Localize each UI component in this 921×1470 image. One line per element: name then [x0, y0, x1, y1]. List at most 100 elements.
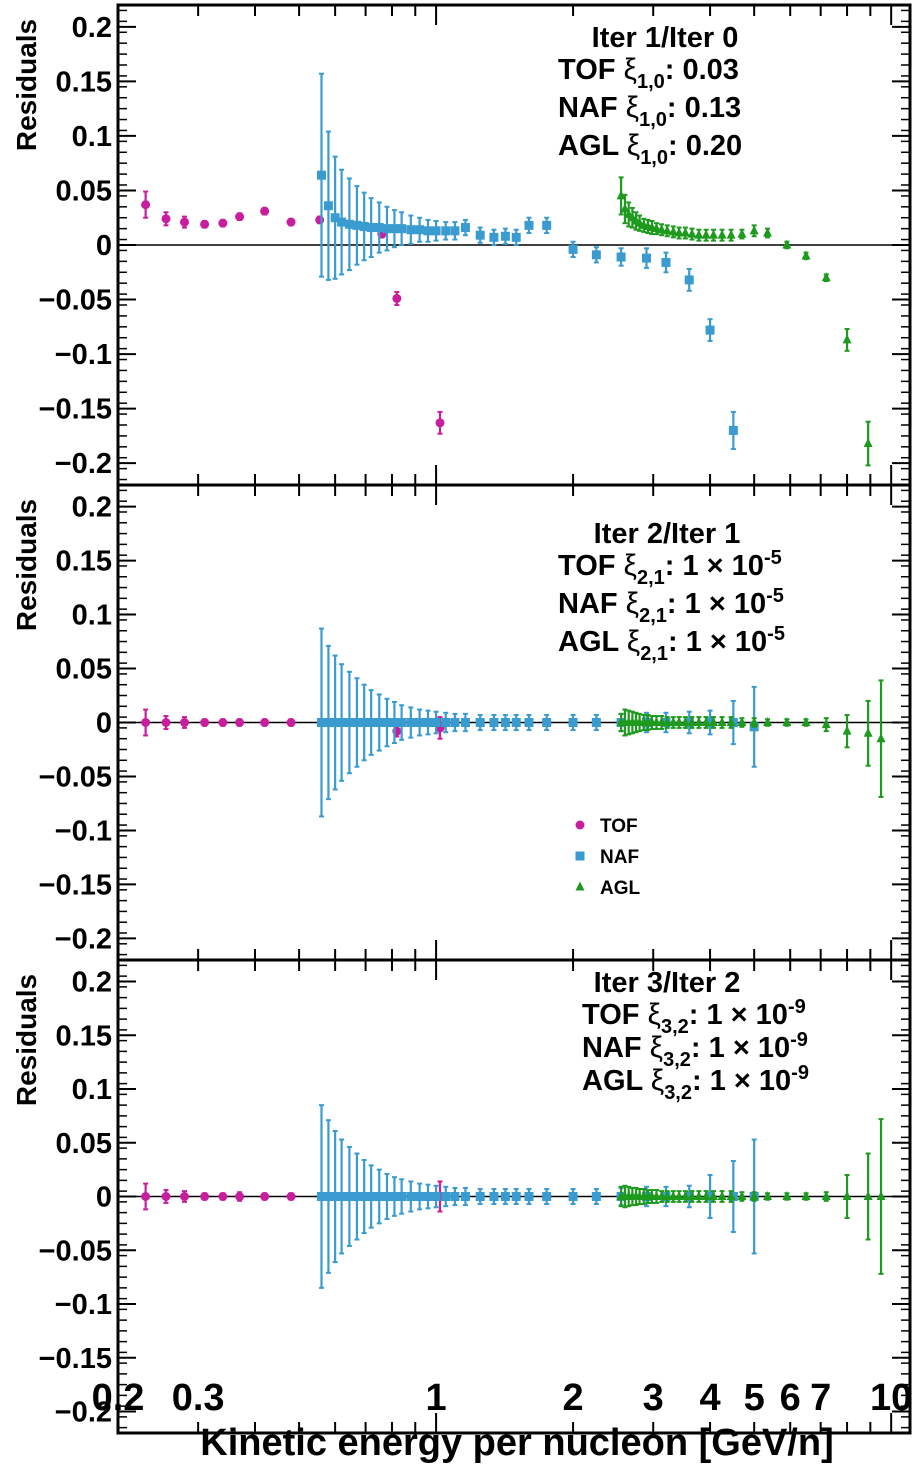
data-point-agl [749, 225, 759, 235]
data-point-naf [359, 221, 369, 231]
x-tick-label: 1 [426, 1377, 447, 1419]
x-axis-title: Kinetic energy per nucleon [GeV/n] [200, 1422, 833, 1464]
data-point-naf [489, 718, 499, 727]
data-point-agl [737, 228, 747, 238]
y-tick-label: −0.1 [55, 1289, 112, 1321]
data-point-tof [315, 215, 325, 225]
data-point-agl [749, 717, 759, 726]
data-point-agl [694, 1191, 704, 1200]
data-point-naf [382, 718, 392, 727]
y-tick-label: −0.15 [39, 1343, 112, 1375]
data-point-tof [286, 1192, 296, 1201]
data-point-agl [701, 229, 711, 239]
data-point-tof [235, 718, 245, 727]
data-point-naf [323, 201, 333, 211]
data-point-agl [782, 717, 792, 726]
y-tick-label: 0.2 [72, 967, 112, 999]
y-tick-label: 0 [96, 708, 112, 740]
annotation-line-tof: TOF ξ1,0: 0.03 [558, 53, 739, 93]
y-tick-label: −0.1 [55, 815, 112, 847]
annotation-title: Iter 1/Iter 0 [592, 22, 739, 54]
series-naf [316, 72, 738, 450]
data-point-tof [260, 1192, 270, 1201]
data-point-naf [323, 718, 333, 727]
legend-marker-naf [575, 851, 585, 861]
data-point-naf [524, 718, 534, 727]
data-point-agl [717, 717, 727, 726]
y-tick-label: 0.05 [56, 654, 112, 686]
y-tick-label: 0.1 [72, 600, 112, 632]
y-axis-title: Residuals [11, 19, 42, 151]
series-tof [141, 1180, 445, 1213]
data-point-agl [662, 717, 672, 726]
data-point-agl [782, 1191, 792, 1200]
data-point-naf [684, 275, 694, 285]
y-tick-label: 0.2 [72, 492, 112, 524]
panel-2: 0.2 0.15 0.1 0.05 0 −0.05 −0.1 −0.15 −0.2 Residua… [11, 483, 912, 962]
data-point-tof [200, 219, 210, 229]
data-point-naf [366, 718, 376, 727]
y-tick-label: 0.15 [56, 1020, 112, 1052]
y-tick-label: −0.1 [55, 339, 112, 371]
y-tick-label: 0.05 [56, 1128, 112, 1160]
data-point-naf [705, 325, 715, 335]
data-point-agl [616, 190, 626, 200]
data-point-naf [397, 1192, 407, 1201]
x-tick-label: 4 [699, 1377, 720, 1419]
annotation-title: Iter 3/Iter 2 [594, 967, 741, 999]
y-tick-label: 0.1 [72, 121, 112, 153]
data-point-naf [591, 250, 601, 260]
data-point-naf [423, 718, 433, 727]
series-tof [141, 190, 445, 435]
data-point-naf [374, 223, 384, 233]
data-point-naf [450, 1192, 460, 1201]
data-point-agl [821, 719, 831, 729]
data-point-agl [801, 1191, 811, 1200]
data-point-agl [863, 727, 873, 737]
data-point-tof [218, 218, 228, 228]
data-point-naf [330, 1192, 340, 1201]
data-point-naf [542, 718, 552, 727]
data-point-agl [863, 438, 873, 448]
data-point-tof [179, 217, 189, 227]
data-point-naf [316, 170, 326, 180]
data-point-naf [316, 718, 326, 727]
data-point-naf [542, 220, 552, 230]
data-point-agl [782, 239, 792, 249]
data-point-naf [475, 230, 485, 240]
data-point-naf [352, 220, 362, 230]
data-point-naf [337, 718, 347, 727]
y-tick-label: −0.2 [55, 448, 112, 480]
data-point-naf [415, 225, 425, 235]
y-axis-title: Residuals [11, 974, 42, 1106]
data-point-agl [842, 725, 852, 735]
annotation-line-tof: TOF ξ3,2: 1 × 10-9 [582, 996, 806, 1038]
data-point-naf [568, 1192, 578, 1201]
data-point-naf [489, 232, 499, 242]
data-point-naf [705, 718, 715, 727]
data-point-naf [489, 1192, 499, 1201]
data-point-naf [431, 1192, 441, 1201]
data-point-tof [141, 718, 151, 727]
data-point-naf [511, 232, 521, 242]
data-point-naf [359, 1192, 369, 1201]
data-point-agl [821, 272, 831, 282]
data-point-naf [460, 223, 470, 233]
x-tick-label: 5 [744, 1377, 765, 1419]
data-point-naf [441, 1192, 451, 1201]
data-point-naf [441, 718, 451, 727]
annotation-line-naf: NAF ξ1,0: 0.13 [558, 91, 741, 131]
data-point-naf [406, 718, 416, 727]
annotation-line-agl: AGL ξ1,0: 0.20 [558, 129, 742, 169]
data-point-naf [330, 718, 340, 727]
y-axis-title: Residuals [11, 499, 42, 631]
data-point-agl [737, 717, 747, 726]
data-point-naf [500, 718, 510, 727]
data-point-tof [218, 718, 228, 727]
legend-label-agl: AGL [600, 878, 641, 899]
data-point-tof [200, 1192, 210, 1201]
data-point-naf [616, 252, 626, 262]
data-point-naf [374, 718, 384, 727]
data-point-agl [863, 1191, 873, 1200]
